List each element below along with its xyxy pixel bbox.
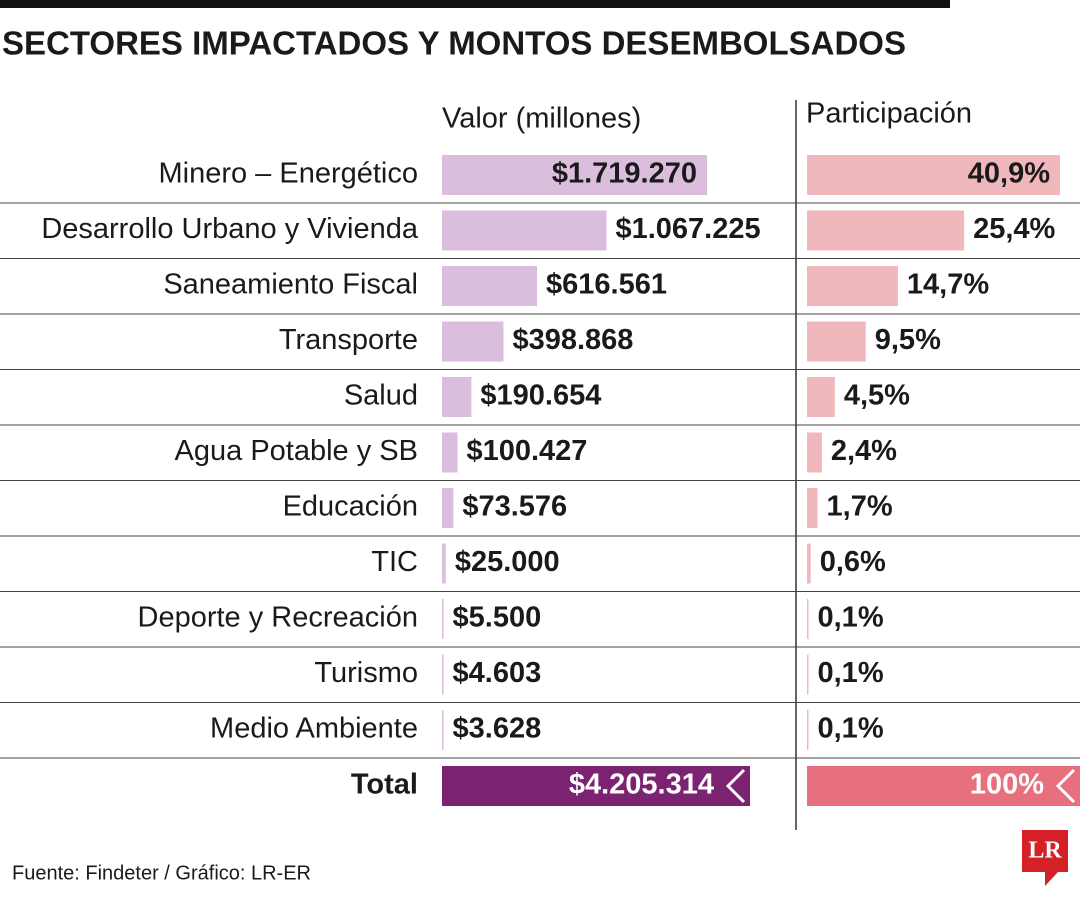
category-label: Salud	[344, 380, 418, 412]
break-mark	[725, 768, 746, 804]
total-label: Total	[351, 769, 418, 801]
value-label: 2,4%	[831, 435, 897, 467]
category-label: Minero – Energético	[158, 158, 418, 190]
value-label: $1.067.225	[615, 213, 760, 245]
top-rule	[0, 0, 950, 8]
bar	[807, 543, 811, 584]
value-label: $1.719.270	[552, 158, 697, 190]
category-label: Agua Potable y SB	[175, 435, 418, 467]
bar	[442, 377, 472, 417]
value-label: 0,6%	[820, 546, 886, 578]
value-label: $25.000	[455, 546, 560, 578]
value-label: $190.654	[480, 380, 601, 412]
value-label: 25,4%	[973, 213, 1055, 245]
break-mark	[1055, 768, 1076, 804]
category-label: Saneamiento Fiscal	[163, 269, 418, 301]
category-label: Turismo	[314, 657, 418, 689]
category-label: Medio Ambiente	[210, 713, 418, 745]
chart-title: SECTORES IMPACTADOS Y MONTOS DESEMBOLSAD…	[2, 25, 906, 62]
value-label: $4.603	[453, 657, 542, 689]
bar	[442, 710, 444, 750]
column-header: Participación	[806, 98, 972, 130]
logo-tail	[1045, 872, 1058, 886]
bar	[807, 710, 809, 750]
value-label: 0,1%	[818, 657, 884, 689]
value-label: 9,5%	[875, 324, 941, 356]
value-label: 0,1%	[818, 602, 884, 634]
category-label: Desarrollo Urbano y Vivienda	[41, 213, 419, 245]
bar	[442, 432, 458, 473]
value-label: 1,7%	[827, 491, 893, 523]
bar	[807, 654, 809, 695]
value-label: $398.868	[512, 324, 633, 356]
category-label: Educación	[283, 491, 418, 523]
category-label: TIC	[371, 546, 418, 578]
logo: LR	[1022, 830, 1068, 886]
value-label: 0,1%	[818, 713, 884, 745]
value-label: $616.561	[546, 269, 667, 301]
bar	[807, 488, 818, 528]
logo-box	[1022, 830, 1068, 872]
bar	[807, 321, 866, 362]
bar	[442, 321, 504, 362]
value-label: 40,9%	[968, 158, 1050, 190]
value-label: 4,5%	[844, 380, 910, 412]
value-label: $5.500	[453, 602, 542, 634]
value-label: $100.427	[466, 435, 587, 467]
total-bar	[442, 766, 750, 806]
total-value-label: 100%	[970, 769, 1044, 801]
bar	[442, 210, 607, 251]
bar	[807, 377, 835, 417]
bar	[442, 155, 707, 195]
value-label: 14,7%	[907, 269, 989, 301]
bar	[442, 488, 454, 528]
bar	[442, 266, 538, 306]
category-label: Transporte	[279, 324, 418, 356]
value-label: $3.628	[453, 713, 542, 745]
bar	[442, 599, 444, 639]
bar	[807, 266, 898, 306]
category-label: Deporte y Recreación	[138, 602, 418, 634]
value-label: $73.576	[462, 491, 567, 523]
bar	[807, 210, 965, 251]
column-header: Valor (millones)	[442, 103, 641, 135]
total-value-label: $4.205.314	[569, 769, 714, 801]
bar	[442, 543, 446, 584]
bar	[442, 654, 444, 695]
logo-text: LR	[1028, 838, 1062, 864]
source: Fuente: Findeter / Gráfico: LR-ER	[12, 862, 311, 884]
bar	[807, 155, 1060, 195]
total-bar	[807, 766, 1080, 806]
bar	[807, 432, 822, 473]
bar	[807, 599, 809, 639]
